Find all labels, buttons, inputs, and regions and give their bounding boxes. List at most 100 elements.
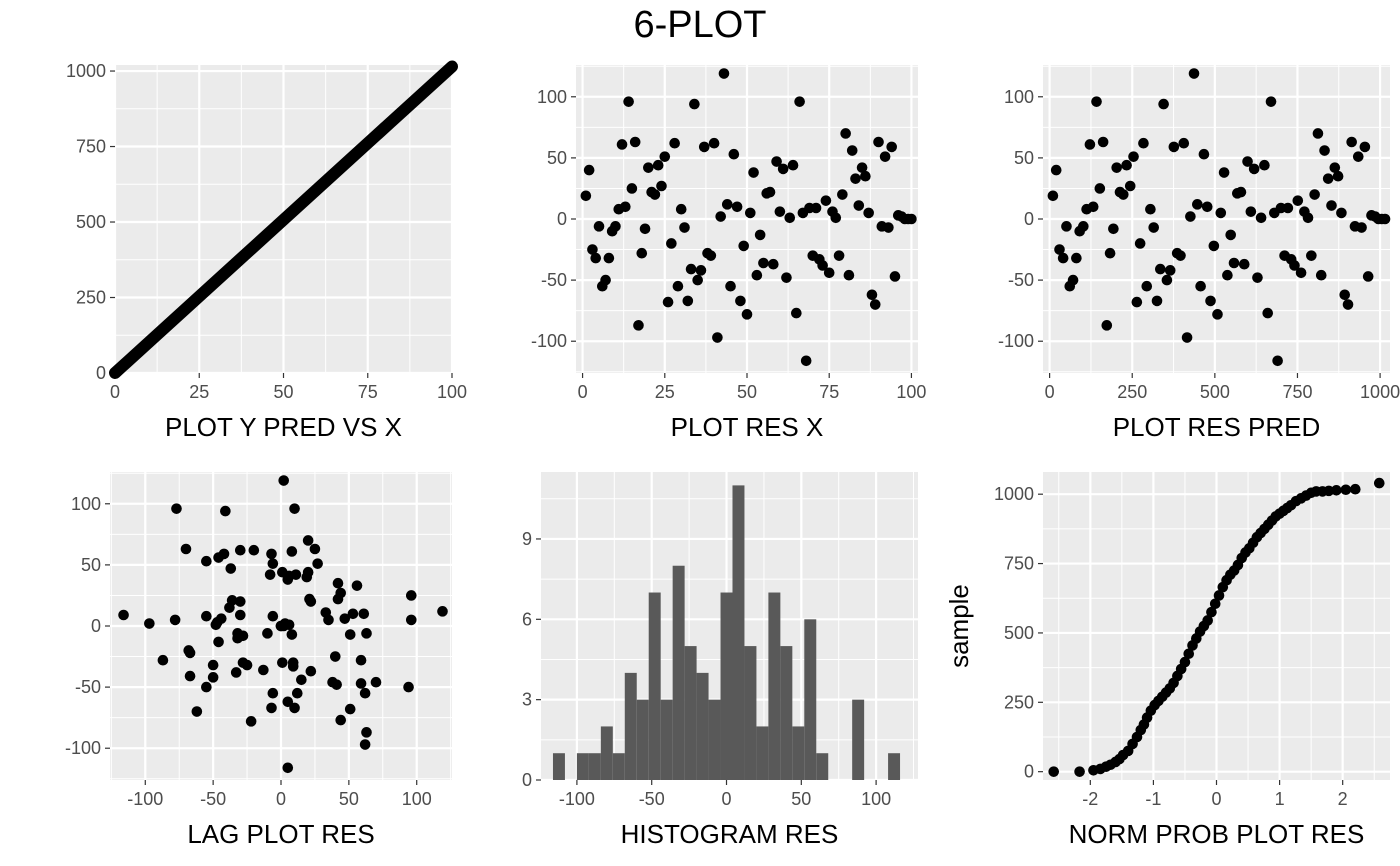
data-point [1188, 68, 1200, 79]
data-point [1118, 189, 1129, 200]
data-point [1134, 238, 1146, 249]
data-point [610, 221, 621, 232]
data-point [1245, 206, 1257, 217]
data-point [731, 201, 743, 213]
histogram-bar [756, 726, 769, 780]
data-point [234, 609, 246, 621]
data-point [344, 629, 356, 640]
data-point [1206, 606, 1217, 618]
data-point [1108, 223, 1119, 235]
data-point [361, 727, 372, 738]
data-point [659, 151, 671, 162]
data-point [794, 96, 805, 107]
data-point [267, 687, 279, 699]
data-point [344, 703, 356, 715]
data-point [725, 280, 736, 292]
data-point [869, 299, 881, 310]
histogram-bar [552, 753, 565, 780]
data-point [1215, 207, 1227, 219]
data-point [207, 672, 219, 683]
data-point [1067, 274, 1079, 286]
data-point [679, 222, 690, 233]
x-tick-label: 2 [1338, 789, 1348, 809]
x-tick-label: 750 [1282, 382, 1312, 402]
x-tick-label: 25 [655, 382, 675, 402]
data-point [1185, 211, 1196, 222]
data-point [275, 620, 287, 632]
data-point [264, 569, 276, 580]
data-point [403, 681, 414, 693]
x-axis-title: NORM PROB PLOT RES [1069, 819, 1365, 849]
data-point [906, 213, 917, 225]
data-point [685, 263, 697, 275]
data-point [863, 207, 874, 219]
x-tick-label: -100 [559, 789, 595, 809]
data-point [1248, 163, 1260, 175]
data-point [355, 654, 367, 666]
data-point [358, 608, 370, 620]
data-point [201, 610, 212, 622]
data-point [883, 222, 894, 233]
data-point [278, 475, 290, 486]
data-point [833, 250, 845, 261]
data-point [689, 98, 700, 110]
histogram-bar [780, 646, 793, 780]
data-point [201, 681, 212, 693]
x-axis-title: LAG PLOT RES [187, 819, 374, 849]
data-point [1181, 332, 1193, 343]
data-point [777, 163, 789, 175]
data-point [302, 566, 314, 578]
data-point [1359, 141, 1371, 153]
y-tick-label: 0 [1024, 209, 1034, 229]
x-axis-title: PLOT RES PRED [1113, 412, 1321, 442]
data-point [1315, 269, 1327, 281]
data-point [201, 555, 212, 567]
data-point [1222, 269, 1233, 281]
data-point [1047, 190, 1059, 202]
data-point [282, 762, 294, 774]
data-point [1054, 244, 1065, 255]
data-point [771, 156, 782, 167]
data-point [332, 577, 344, 589]
x-tick-label: 50 [339, 789, 359, 809]
data-point [682, 295, 694, 307]
data-point [629, 136, 641, 148]
data-point [302, 535, 314, 546]
data-point [600, 274, 611, 286]
data-point [1259, 159, 1270, 171]
y-tick-label: 100 [537, 87, 567, 107]
data-point [331, 679, 342, 690]
histogram-bar [696, 672, 709, 780]
data-point [1195, 280, 1206, 292]
data-point [616, 139, 628, 150]
data-point [718, 68, 730, 79]
data-point [1131, 296, 1143, 308]
histogram-bar [816, 753, 829, 780]
data-point [1329, 162, 1341, 173]
data-point [309, 543, 321, 555]
x-tick-label: 50 [273, 382, 293, 402]
data-point [748, 167, 759, 178]
x-axis-title: HISTOGRAM RES [621, 819, 839, 849]
data-point [437, 606, 448, 617]
data-point [405, 614, 417, 626]
data-point [1179, 656, 1191, 668]
data-point [286, 546, 298, 557]
y-tick-label: -100 [65, 738, 101, 758]
data-point [853, 200, 865, 211]
histogram-bar [660, 699, 673, 780]
data-point [1309, 189, 1320, 200]
y-tick-label: -100 [998, 331, 1034, 351]
data-point [1306, 250, 1317, 261]
data-point [1282, 202, 1294, 214]
data-point [850, 173, 861, 184]
data-point [764, 186, 776, 198]
data-point [1322, 173, 1334, 184]
data-point [1202, 615, 1213, 626]
data-point [1255, 212, 1267, 224]
data-point [234, 596, 246, 607]
data-point [672, 280, 684, 292]
histogram-bar [852, 699, 865, 780]
data-line [109, 60, 458, 379]
data-point [580, 190, 592, 202]
